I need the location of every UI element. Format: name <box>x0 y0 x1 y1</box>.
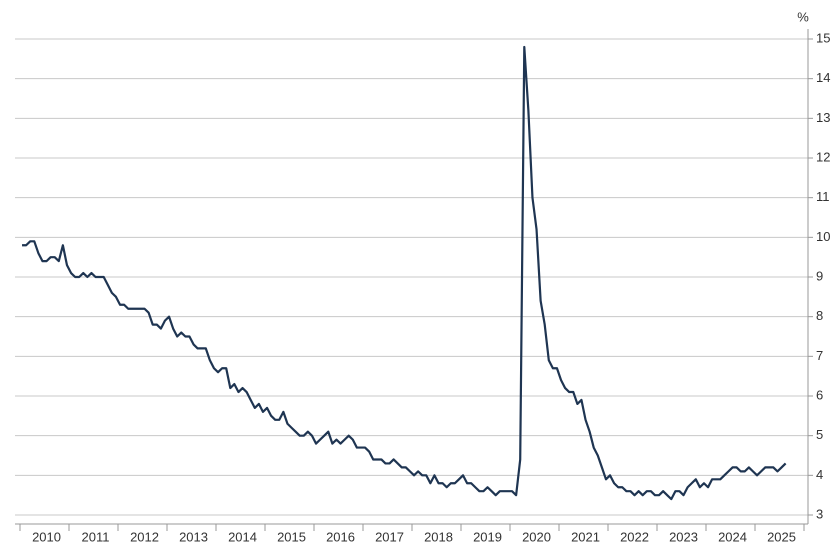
x-tick-label: 2011 <box>82 529 110 544</box>
x-tick-label: 2013 <box>179 529 208 544</box>
x-tick-label: 2019 <box>473 529 502 544</box>
y-tick-label: 8 <box>816 308 823 323</box>
x-tick-label: 2014 <box>228 529 257 544</box>
x-tick-label: 2017 <box>375 529 404 544</box>
x-tick-label: 2022 <box>620 529 649 544</box>
y-tick-label: 6 <box>816 387 823 402</box>
x-tick-label: 2023 <box>669 529 698 544</box>
x-tick-label: 2016 <box>326 529 355 544</box>
y-tick-label: 3 <box>816 506 823 521</box>
y-tick-label: 10 <box>816 229 830 244</box>
x-tick-label: 2018 <box>424 529 453 544</box>
x-tick-label: 2020 <box>522 529 551 544</box>
data-line <box>22 45 787 501</box>
y-unit: % <box>797 9 809 24</box>
x-tick-label: 2024 <box>718 529 747 544</box>
y-tick-label: 4 <box>816 467 823 482</box>
y-tick-label: 13 <box>816 110 830 125</box>
x-tick-label: 2010 <box>32 529 61 544</box>
y-tick-label: 15 <box>816 30 830 45</box>
y-tick-label: 5 <box>816 427 823 442</box>
x-tick-label: 2015 <box>277 529 306 544</box>
x-tick-label: 2025 <box>767 529 796 544</box>
y-tick-label: 14 <box>816 70 830 85</box>
y-tick-label: 9 <box>816 268 823 283</box>
y-tick-label: 7 <box>816 348 823 363</box>
y-tick-label: 11 <box>816 189 830 204</box>
y-tick-label: 12 <box>816 149 830 164</box>
x-tick-label: 2021 <box>571 529 600 544</box>
x-tick-label: 2012 <box>130 529 159 544</box>
